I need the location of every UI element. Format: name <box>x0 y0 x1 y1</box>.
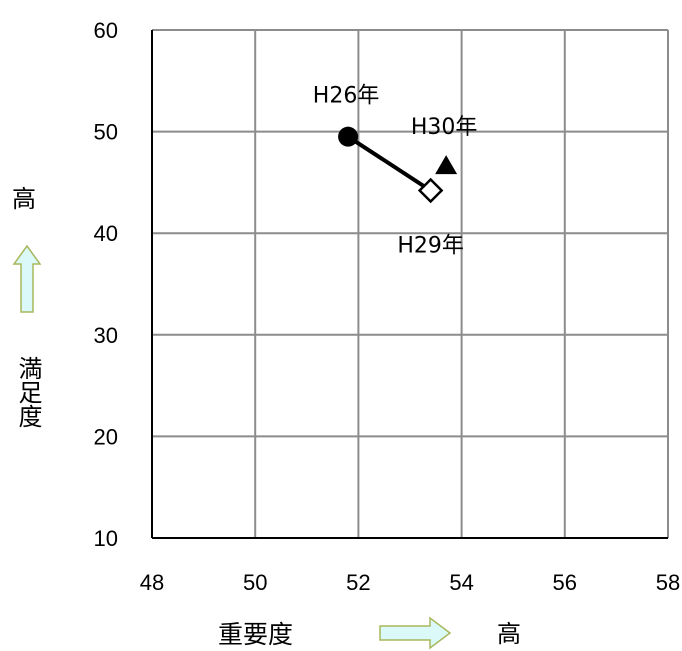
up-arrow-icon <box>12 244 42 313</box>
x-tick-label: 50 <box>243 570 267 595</box>
y-axis-label: 満足度 <box>14 356 42 428</box>
y-axis-high-label: 高 <box>12 185 36 213</box>
x-tick-label: 54 <box>449 570 473 595</box>
y-tick-label: 50 <box>94 120 118 145</box>
grid <box>151 29 669 539</box>
point-marker-triangle <box>435 155 458 175</box>
axes <box>151 30 668 539</box>
right-arrow-icon <box>379 616 452 650</box>
point-label: H30年 <box>411 115 478 140</box>
point-label: H29年 <box>397 234 464 259</box>
point-labels: H26年 H29年 H30年 <box>313 84 478 259</box>
data-series <box>338 126 458 204</box>
point-label: H26年 <box>313 84 380 109</box>
y-tick-label: 40 <box>94 221 118 246</box>
x-tick-label: 56 <box>553 570 577 595</box>
y-tick-labels: 10 20 30 40 50 60 <box>94 18 118 551</box>
point-marker-circle <box>338 126 359 147</box>
y-tick-label: 20 <box>94 424 118 449</box>
x-axis-label: 重要度 <box>218 620 294 649</box>
series-line <box>346 135 432 193</box>
y-tick-label: 10 <box>94 526 118 551</box>
x-axis-high-label: 高 <box>497 620 521 648</box>
x-tick-label: 52 <box>346 570 370 595</box>
x-tick-labels: 48 50 52 54 56 58 <box>140 570 680 595</box>
x-tick-label: 48 <box>140 570 164 595</box>
x-tick-label: 58 <box>656 570 680 595</box>
y-tick-label: 30 <box>94 323 118 348</box>
y-tick-label: 60 <box>94 18 118 43</box>
point-marker-diamond <box>417 177 444 204</box>
